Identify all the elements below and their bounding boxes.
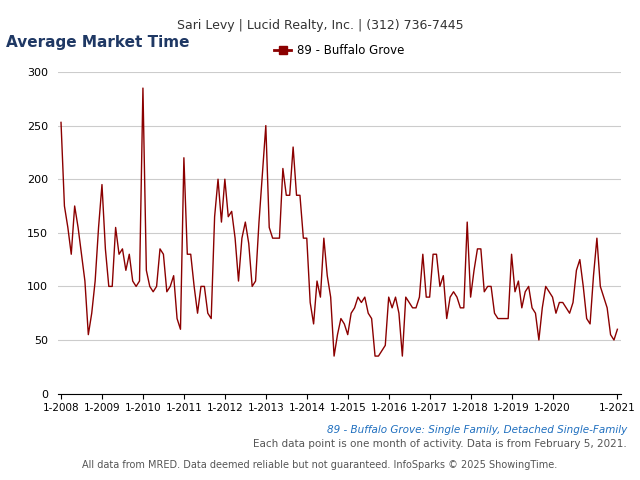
Text: 89 - Buffalo Grove: Single Family, Detached Single-Family: 89 - Buffalo Grove: Single Family, Detac…	[327, 425, 627, 435]
Legend: 89 - Buffalo Grove: 89 - Buffalo Grove	[269, 39, 410, 62]
Text: Sari Levy | Lucid Realty, Inc. | (312) 736-7445: Sari Levy | Lucid Realty, Inc. | (312) 7…	[177, 19, 463, 32]
Text: Average Market Time: Average Market Time	[6, 36, 190, 50]
Text: Each data point is one month of activity. Data is from February 5, 2021.: Each data point is one month of activity…	[253, 439, 627, 449]
Text: All data from MRED. Data deemed reliable but not guaranteed. InfoSparks © 2025 S: All data from MRED. Data deemed reliable…	[83, 460, 557, 470]
